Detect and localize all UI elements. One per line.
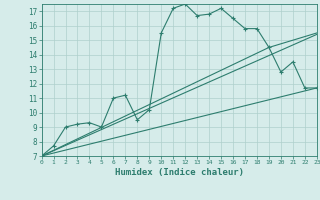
X-axis label: Humidex (Indice chaleur): Humidex (Indice chaleur) bbox=[115, 168, 244, 177]
